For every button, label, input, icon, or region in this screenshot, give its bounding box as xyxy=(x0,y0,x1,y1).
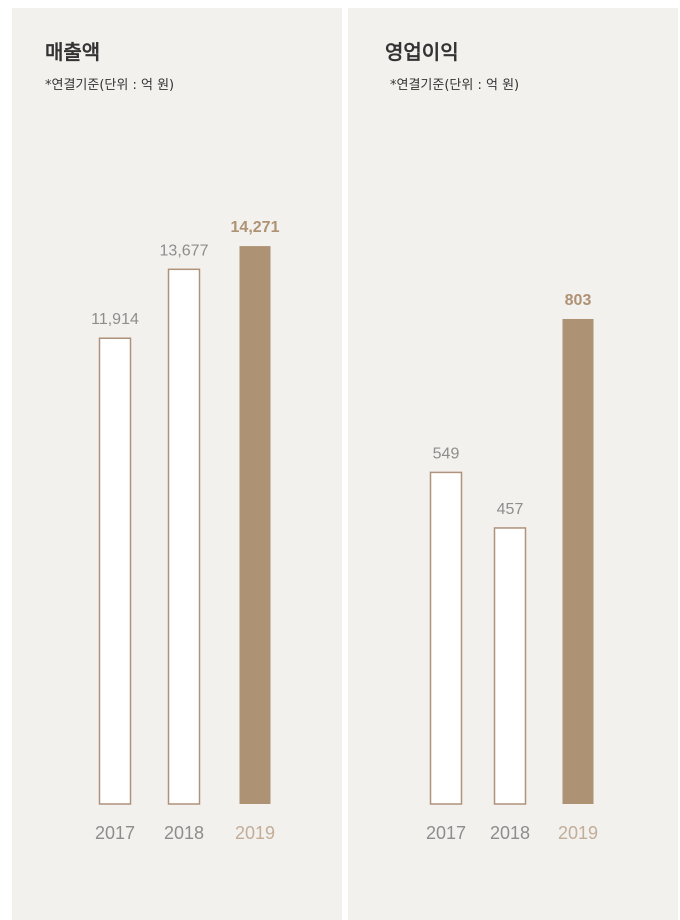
value-label-2018: 13,677 xyxy=(160,242,209,259)
bar-2017 xyxy=(98,337,132,805)
chart-title: 매출액 xyxy=(45,40,101,64)
bar-2019 xyxy=(562,318,594,804)
value-label-2017: 549 xyxy=(433,445,460,462)
chart-subtitle: *연결기준(단위 : 억 원) xyxy=(45,78,175,93)
category-label-2019: 2019 xyxy=(558,823,598,843)
operating-profit-panel: 영업이익 *연결기준(단위 : 억 원) 549 2017 457 2018 803 20… xyxy=(348,8,678,920)
chart-subtitle: *연결기준(단위 : 억 원) xyxy=(390,78,520,93)
bar-2018 xyxy=(493,527,527,805)
bar-2017 xyxy=(429,471,463,805)
revenue-bar-chart: 11,914 2017 13,677 2018 14,271 2019 xyxy=(91,219,280,843)
operating-profit-bar-chart: 549 2017 457 2018 803 2019 xyxy=(426,292,598,843)
category-label-2018: 2018 xyxy=(490,823,530,843)
value-label-2019: 803 xyxy=(565,292,592,309)
chart-title: 영업이익 xyxy=(385,40,459,64)
category-label-2019: 2019 xyxy=(235,823,275,843)
category-label-2017: 2017 xyxy=(95,823,135,843)
revenue-panel: 매출액 *연결기준(단위 : 억 원) 11,914 2017 13,677 2018… xyxy=(12,8,342,920)
value-label-2017: 11,914 xyxy=(91,311,139,328)
value-label-2019: 14,271 xyxy=(231,219,280,236)
value-label-2018: 457 xyxy=(497,501,524,518)
bar-2018 xyxy=(167,268,201,805)
category-label-2017: 2017 xyxy=(426,823,466,843)
bar-2019 xyxy=(239,246,271,805)
category-label-2018: 2018 xyxy=(164,823,204,843)
